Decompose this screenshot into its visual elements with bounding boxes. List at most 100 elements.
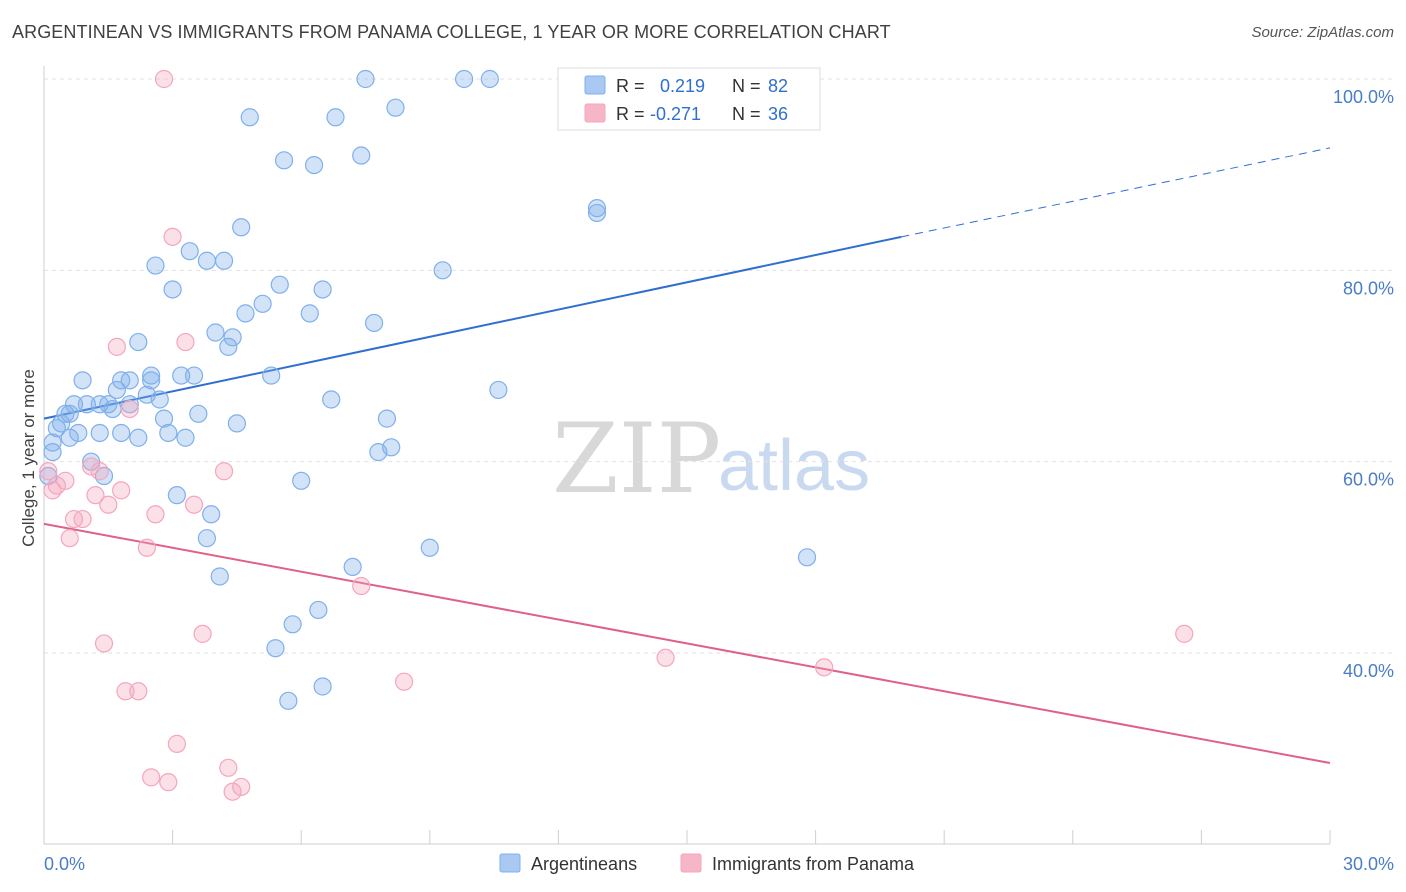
point-panama	[1175, 624, 1194, 643]
point-panama	[219, 758, 238, 777]
point-argentineans	[206, 323, 225, 342]
grid-lines	[44, 78, 1394, 654]
point-argentineans	[73, 371, 92, 390]
point-argentineans	[352, 146, 371, 165]
point-argentineans	[214, 251, 234, 270]
point-panama	[120, 399, 139, 419]
stats-r-label-1: R =	[616, 76, 645, 96]
point-argentineans	[77, 395, 96, 414]
point-argentineans	[266, 639, 285, 658]
point-panama	[656, 648, 675, 667]
point-panama	[137, 538, 156, 557]
stats-n-label-1: N =	[732, 76, 761, 96]
point-panama	[129, 682, 148, 701]
y-axis-label: College, 1 year or more	[19, 369, 38, 547]
point-argentineans	[236, 304, 255, 323]
point-argentineans	[343, 557, 362, 577]
point-panama	[815, 658, 834, 677]
point-argentineans	[202, 505, 221, 524]
point-panama	[352, 576, 371, 596]
point-argentineans	[382, 438, 401, 457]
point-argentineans	[69, 423, 88, 443]
point-argentineans	[322, 390, 341, 409]
point-panama	[47, 476, 66, 495]
point-argentineans	[184, 366, 204, 385]
point-argentineans	[313, 677, 332, 696]
point-argentineans	[587, 199, 607, 218]
watermark-zip: ZIP	[552, 403, 721, 515]
data-points	[39, 69, 1194, 801]
stats-r-label-2: R =	[616, 104, 645, 124]
point-panama	[86, 486, 105, 505]
point-argentineans	[43, 443, 62, 462]
legend-swatch-panama	[680, 853, 702, 873]
point-panama	[94, 634, 114, 653]
trend-line-extension	[901, 147, 1331, 238]
point-argentineans	[219, 337, 238, 356]
point-argentineans	[159, 423, 178, 443]
point-argentineans	[129, 332, 148, 352]
point-argentineans	[163, 280, 182, 299]
point-argentineans	[90, 423, 109, 443]
point-panama	[154, 69, 174, 89]
point-argentineans	[120, 371, 139, 390]
chart-title: ARGENTINEAN VS IMMIGRANTS FROM PANAMA CO…	[12, 22, 891, 42]
point-argentineans	[150, 390, 169, 409]
point-argentineans	[167, 486, 186, 505]
point-argentineans	[240, 108, 259, 127]
point-argentineans	[197, 251, 216, 270]
point-argentineans	[304, 156, 324, 175]
y-tick-label: 40.0%	[1343, 661, 1394, 681]
y-tick-label: 80.0%	[1343, 278, 1394, 298]
point-argentineans	[313, 280, 332, 299]
point-argentineans	[253, 294, 272, 313]
stats-n-value-2: 36	[768, 104, 788, 124]
stats-legend-swatch-panama	[584, 103, 606, 123]
point-argentineans	[223, 328, 242, 347]
point-panama	[176, 332, 195, 352]
point-argentineans	[112, 423, 131, 443]
point-argentineans	[587, 203, 607, 223]
point-argentineans	[180, 242, 199, 261]
point-argentineans	[142, 371, 161, 390]
chart-source: Source: ZipAtlas.com	[1251, 24, 1394, 41]
point-panama	[39, 462, 58, 481]
point-panama	[394, 672, 414, 691]
point-panama	[112, 481, 131, 500]
point-argentineans	[64, 395, 84, 414]
point-panama	[232, 777, 251, 797]
point-panama	[90, 462, 109, 481]
point-panama	[82, 457, 101, 476]
point-argentineans	[120, 395, 139, 414]
point-argentineans	[283, 615, 302, 634]
legend-label-argentineans: Argentineans	[531, 854, 637, 874]
point-argentineans	[364, 313, 384, 333]
point-argentineans	[309, 600, 328, 620]
point-panama	[73, 509, 92, 529]
point-argentineans	[326, 108, 345, 127]
point-argentineans	[210, 567, 229, 586]
point-panama	[163, 227, 182, 246]
stats-n-value-1: 82	[768, 76, 788, 96]
point-panama	[159, 773, 178, 792]
point-argentineans	[279, 691, 298, 710]
point-argentineans	[154, 409, 174, 428]
point-panama	[184, 495, 204, 514]
y-tick-label: 60.0%	[1343, 470, 1394, 490]
trend-line-argentineans	[43, 235, 902, 420]
point-argentineans	[292, 471, 311, 490]
legend-swatch-argentineans	[499, 853, 521, 873]
point-argentineans	[103, 399, 122, 419]
point-argentineans	[433, 261, 452, 280]
trend-line-panama	[43, 522, 1331, 764]
point-argentineans	[142, 366, 161, 385]
point-argentineans	[232, 218, 251, 237]
point-argentineans	[356, 69, 375, 89]
watermark: ZIP atlas	[552, 403, 870, 515]
x-tick-labels: 0.0% 30.0%	[44, 854, 1394, 874]
stats-n-label-2: N =	[732, 104, 761, 124]
point-argentineans	[197, 529, 216, 548]
point-panama	[60, 529, 79, 548]
watermark-atlas: atlas	[718, 426, 870, 506]
